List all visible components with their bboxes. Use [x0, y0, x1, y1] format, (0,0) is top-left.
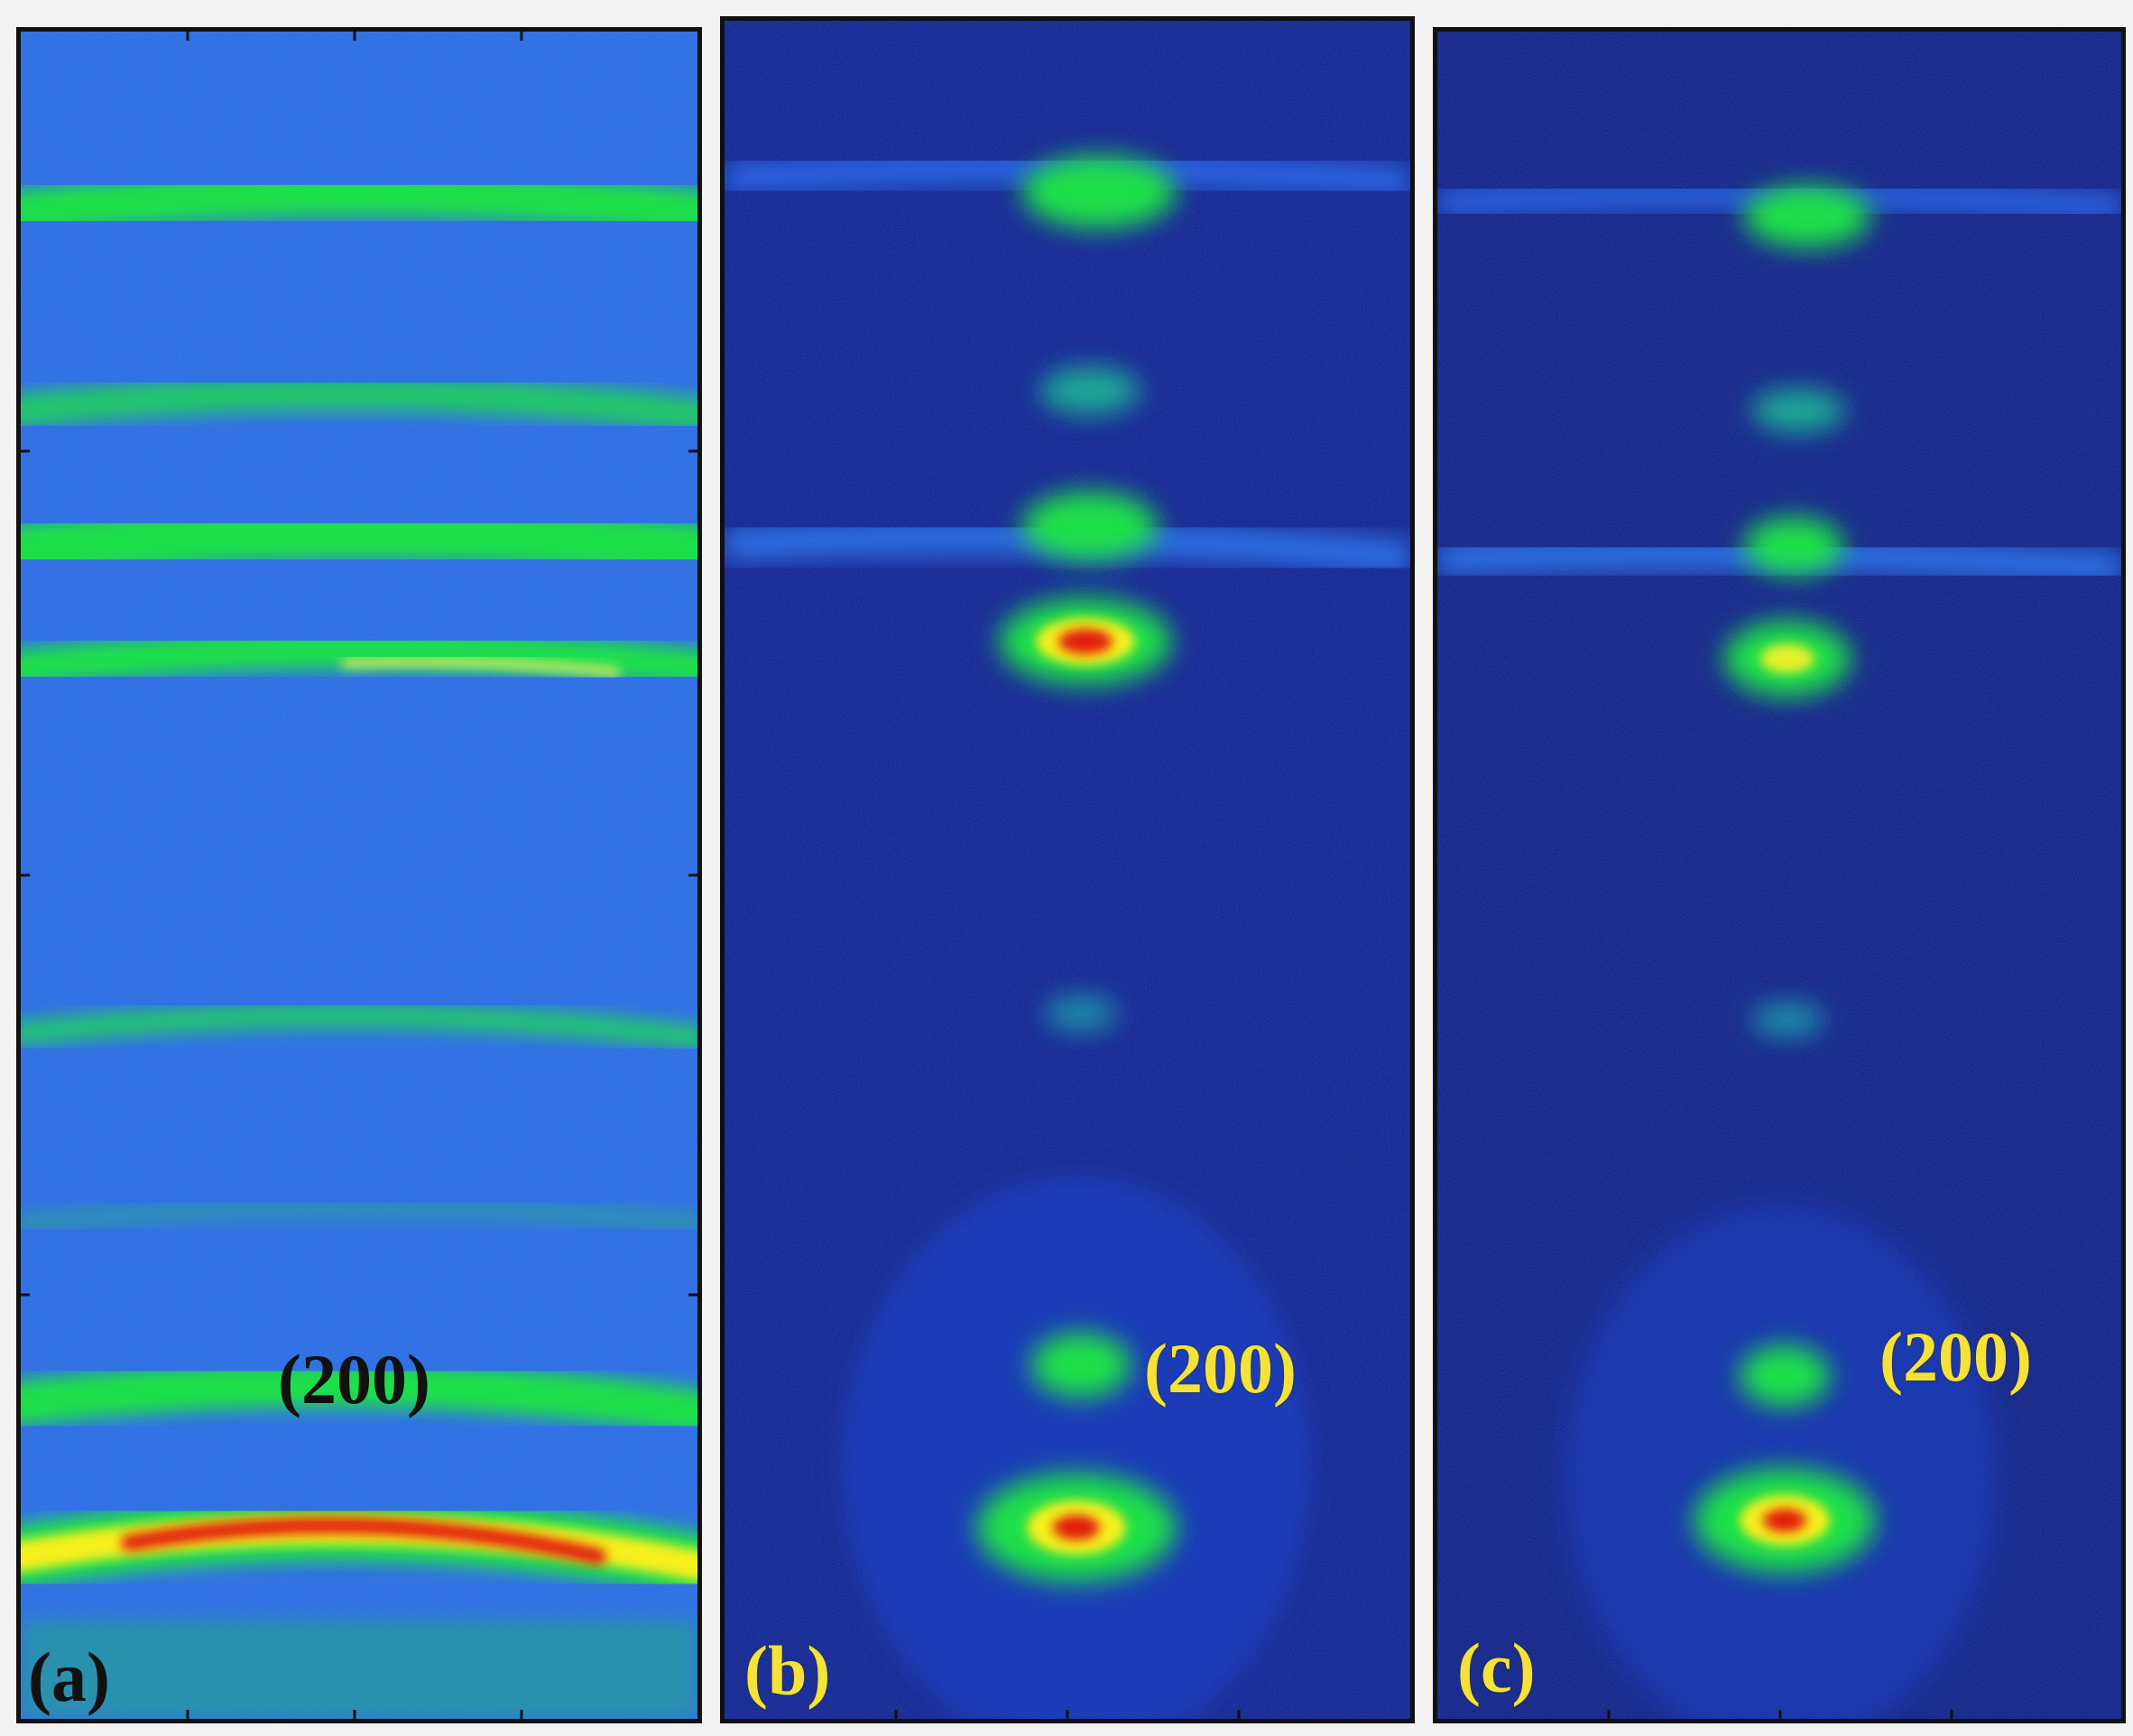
panel-c-spot-1 [1744, 186, 1870, 247]
ring-7 [21, 1362, 697, 1435]
panel-b-spot-1 [1022, 156, 1176, 228]
panel-c-spot-2 [1751, 389, 1845, 432]
panel-a: (200) (a) [16, 27, 702, 1723]
ring-1 [21, 171, 697, 235]
panel-a-pattern [21, 32, 697, 1719]
panel-b-spot-200 [1031, 1333, 1131, 1398]
panel-a-ticks [21, 32, 697, 1719]
panel-c-spot-3 [1744, 517, 1843, 575]
ring-5 [21, 1004, 697, 1049]
panel-c: (200) (c) [1433, 27, 2126, 1723]
ring-3 [21, 505, 697, 577]
panel-c-diffuse-glow [1564, 1205, 1997, 1719]
panel-c-spot-bottom-core [1763, 1509, 1806, 1532]
panel-c-ticks [1607, 1710, 1953, 1719]
panel-b-spot-2 [1040, 367, 1140, 414]
ring-6 [21, 1201, 697, 1231]
ring-2 [21, 376, 697, 432]
panel-c-spot-5 [1751, 1002, 1824, 1038]
panel-b-diffuse-glow [842, 1176, 1311, 1719]
panel-a-noise [21, 32, 697, 1719]
panel-b-pattern [725, 21, 1410, 1719]
panel-b-spot-5 [1045, 995, 1117, 1031]
ring-200-core [121, 1517, 606, 1565]
panel-a-bottom-glow [21, 1620, 697, 1719]
panel-c-pattern [1437, 32, 2121, 1719]
panel-b-spot-bottom-core [1053, 1515, 1100, 1540]
panel-b-ticks [894, 1710, 1241, 1719]
ring-4 [21, 631, 697, 687]
panel-c-spot-4-core [1760, 644, 1814, 673]
panel-b-spot-3 [1022, 492, 1158, 560]
panel-b-spot-4-core [1058, 629, 1113, 654]
panel-c-spot-200 [1740, 1345, 1830, 1407]
panel-b: (200) (b) [720, 16, 1415, 1723]
ring-4-highlight [341, 657, 621, 677]
